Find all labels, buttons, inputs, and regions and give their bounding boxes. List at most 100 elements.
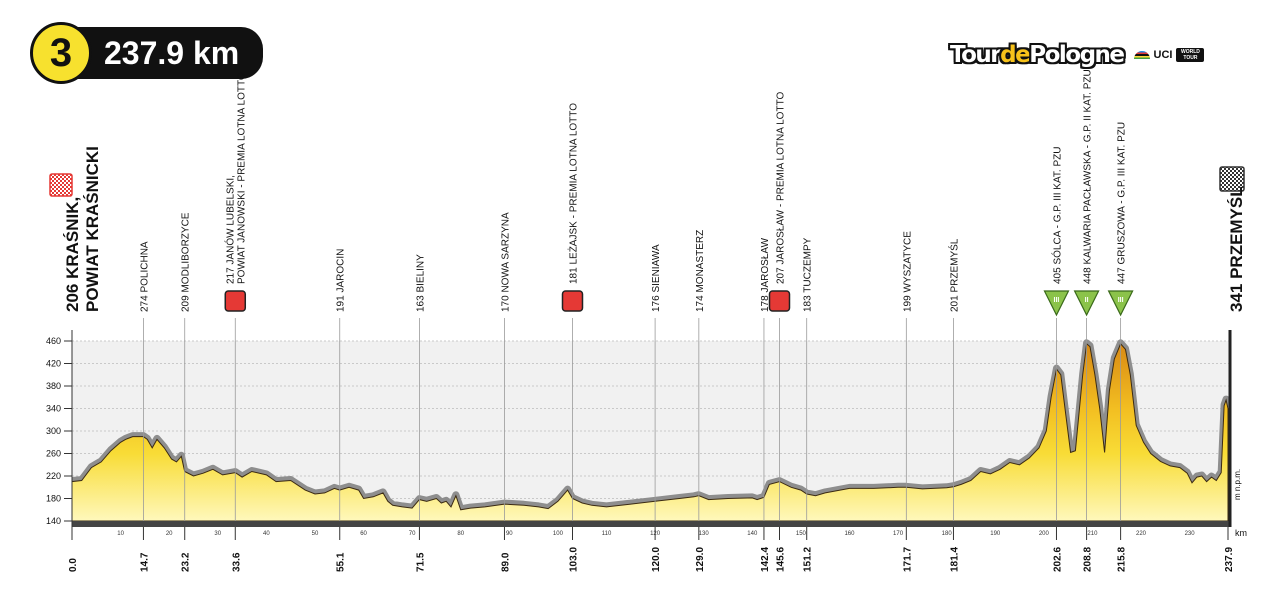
x-minor-tick-label: 140 (747, 531, 758, 537)
waypoint-label: 174 MONASTERZ (695, 230, 706, 312)
finish-marker: 341 PRZEMYŚL (1219, 166, 1246, 312)
y-tick-label: 260 (46, 449, 61, 459)
stage-number: 3 (30, 22, 92, 84)
x-major-tick-label: 0.0 (68, 558, 79, 572)
x-minor-tick-label: 60 (360, 531, 367, 537)
y-tick-label: 460 (46, 336, 61, 346)
x-minor-tick-label: 50 (312, 531, 319, 537)
climb-category-label: III (1118, 297, 1124, 304)
y-tick-label: 340 (46, 404, 61, 414)
x-minor-tick-label: 40 (263, 531, 270, 537)
finish-label: 341 PRZEMYŚL (1227, 186, 1246, 312)
climb-category-label: III (1054, 297, 1060, 304)
x-minor-tick-label: 220 (1136, 531, 1147, 537)
waypoint-label: 183 TUCZEMPY (803, 237, 814, 312)
x-major-tick-label: 89.0 (500, 552, 511, 572)
x-major-tick-label: 151.2 (803, 547, 814, 572)
y-tick-label: 300 (46, 426, 61, 436)
waypoint-label: 176 SIENIAWA (651, 244, 662, 312)
waypoint-label: 170 NOWA SARZYNA (500, 212, 511, 312)
y-tick-label: 380 (46, 381, 61, 391)
y-tick-label: 220 (46, 471, 61, 481)
climb-icon (1107, 290, 1134, 317)
x-minor-tick-label: 160 (844, 531, 855, 537)
sprint-icon (224, 290, 247, 312)
x-minor-tick-label: 170 (893, 531, 904, 537)
waypoint-label-2: POWIAT JANOWSKI - PREMIA LOTNA LOTTO (236, 72, 247, 284)
x-major-tick-label: 120.0 (651, 547, 662, 572)
x-major-tick-label: 103.0 (568, 547, 579, 572)
waypoint-label: 199 WYSZATYCE (902, 231, 913, 312)
x-minor-tick-label: 110 (602, 531, 612, 537)
tour-de-pologne-logo: TourdePologne UCI WORLD TOUR (950, 42, 1205, 68)
x-minor-tick-label: 150 (796, 531, 807, 537)
uci-rainbow-icon (1133, 51, 1150, 59)
x-minor-tick-label: 130 (699, 531, 710, 537)
x-axis-bar (72, 521, 1230, 527)
x-minor-tick-label: 90 (506, 531, 513, 537)
x-major-tick-label: 171.7 (902, 547, 913, 572)
waypoint-labels: 274 POLICHNA 209 MODLIBORZYCE 217 JANÓW LU… (139, 69, 1134, 317)
start-label-line1: 206 KRAŚNIK, (63, 197, 82, 312)
x-major-tick-label: 23.2 (181, 552, 192, 572)
waypoint-lines-front (143, 318, 1122, 521)
x-major-tick-label: 215.8 (1117, 547, 1128, 572)
y-axis-label: m n.p.m. (1233, 469, 1242, 500)
x-axis-minor-ticks: 1020304050607080901001101201301401501601… (117, 531, 1195, 537)
stage-distance: 237.9 km (74, 27, 264, 79)
x-major-tick-label: 129.0 (695, 547, 706, 572)
y-axis-ticks: 140 180 220 260 300 340 380 420 460 (46, 330, 73, 527)
climb-icon (1043, 290, 1070, 317)
x-major-tick-label: 237.9 (1224, 547, 1235, 572)
finish-flag-icon (1219, 166, 1245, 192)
x-minor-tick-label: 30 (214, 531, 221, 537)
x-minor-tick-label: 200 (1039, 531, 1050, 537)
y-tick-label: 180 (46, 494, 61, 504)
x-major-tick-label: 202.6 (1052, 547, 1063, 572)
x-major-tick-label: 145.6 (775, 547, 786, 572)
logo-wordmark: TourdePologne (950, 42, 1125, 68)
x-major-tick-label: 181.4 (949, 547, 960, 572)
x-major-tick-label: 208.8 (1083, 547, 1094, 572)
x-major-tick-label: 14.7 (139, 552, 150, 572)
uci-world-tour-box: WORLD TOUR (1176, 48, 1205, 62)
climb-category-label: II (1085, 297, 1089, 304)
sprint-icon (768, 290, 791, 312)
uci-logo: UCI WORLD TOUR (1133, 48, 1205, 62)
start-marker: 206 KRAŚNIK, POWIAT KRAŚNICKI (49, 146, 102, 312)
x-minor-tick-label: 190 (990, 531, 1001, 537)
waypoint-label: 209 MODLIBORZYCE (181, 212, 192, 312)
climb-icon (1073, 290, 1100, 317)
y-tick-label: 140 (46, 516, 61, 526)
x-minor-tick-label: 80 (457, 531, 464, 537)
x-major-tick-label: 142.4 (760, 547, 771, 572)
waypoint-label: 448 KALWARIA PACŁAWSKA - G.P. II KAT. PZ… (1083, 69, 1094, 284)
x-minor-tick-label: 210 (1087, 531, 1098, 537)
waypoint-label: 181 LEŻAJSK - PREMIA LOTNA LOTTO (566, 103, 579, 284)
waypoint-label: 191 JAROCIN (336, 249, 347, 312)
uci-text: UCI (1153, 49, 1173, 61)
waypoint-label: 207 JAROSŁAW - PREMIA LOTNA LOTTO (775, 92, 786, 284)
waypoint-label: 163 BIELINY (415, 254, 426, 312)
x-minor-tick-label: 100 (553, 531, 564, 537)
x-minor-tick-label: 230 (1185, 531, 1196, 537)
x-major-tick-label: 71.5 (415, 552, 426, 572)
waypoint-label: 178 JAROSŁAW (760, 237, 771, 312)
x-minor-tick-label: 180 (942, 531, 953, 537)
x-minor-tick-label: 70 (409, 531, 416, 537)
x-minor-tick-label: 10 (117, 531, 124, 537)
waypoint-label: 447 GRUSZOWA - G.P. III KAT. PZU (1117, 122, 1128, 284)
x-major-tick-label: 55.1 (336, 552, 347, 572)
start-flag-icon (49, 173, 73, 197)
waypoint-label: 405 SÓLCA - G.P. III KAT. PZU (1050, 147, 1063, 284)
waypoint-label: 274 POLICHNA (139, 241, 150, 312)
y-tick-label: 420 (46, 359, 61, 369)
x-minor-tick-label: 20 (166, 531, 173, 537)
sprint-icon (561, 290, 584, 312)
start-label-line2: POWIAT KRAŚNICKI (83, 146, 102, 312)
x-axis-major-ticks: 0.0 14.7 23.2 33.6 55.1 71.5 89.0 103.0 120.0 129… (68, 527, 1235, 572)
x-axis-label: km (1235, 528, 1247, 538)
waypoint-label: 217 JANÓW LUBELSKI, (223, 175, 236, 284)
waypoint-label: 201 PRZEMYŚL (947, 238, 960, 312)
